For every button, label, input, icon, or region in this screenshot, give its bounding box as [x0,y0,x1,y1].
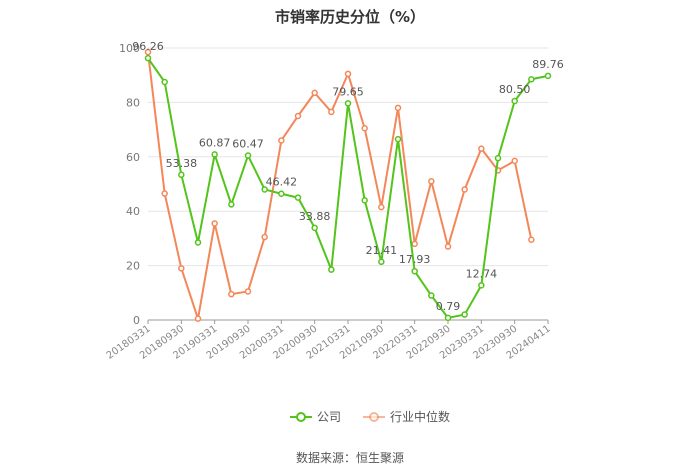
data-point [211,220,218,227]
data-point [411,240,418,248]
data-point [344,100,352,107]
y-tick-label: 100 [119,42,140,55]
data-point [361,197,368,204]
data-point [244,288,252,295]
data-point [478,282,485,289]
data-label: 60.47 [232,138,264,151]
y-tick-label: 20 [126,260,140,273]
data-point [394,104,402,112]
y-tick-label: 80 [126,96,140,109]
data-point [528,76,535,83]
data-point [161,190,168,197]
legend-marker [296,412,306,422]
data-point [211,151,218,158]
data-label: 33.88 [299,210,331,223]
legend-marker [369,412,379,422]
data-point [194,315,202,322]
data-point [511,157,518,165]
data-label: 17.93 [399,253,431,266]
data-point [294,112,302,120]
data-point [528,236,535,244]
data-label: 96.26 [132,40,164,53]
series-line [147,51,533,320]
data-point [344,70,352,78]
data-point [261,233,268,241]
data-point [511,97,518,105]
data-label: 12.74 [466,267,498,280]
data-point [378,203,385,211]
y-tick-label: 0 [133,314,140,327]
y-tick-label: 40 [126,205,140,218]
data-label: 46.42 [266,176,298,189]
data-point [228,201,235,208]
data-point [478,145,485,152]
chart-title: 市销率历史分位（%） [274,8,426,26]
chart-source: 数据来源：恒生聚源 [295,451,404,465]
data-point [544,72,552,80]
legend-label: 行业中位数 [390,409,450,424]
data-point [311,89,318,97]
data-point [444,243,452,250]
data-point [278,137,285,144]
data-label: 21.41 [366,244,398,257]
data-point [461,311,468,318]
data-point [311,224,318,232]
data-point [461,186,468,193]
data-point [261,186,268,193]
data-point [194,239,202,246]
data-point [494,154,502,162]
data-point [294,194,302,201]
data-point [178,265,185,272]
data-label: 89.76 [532,58,564,71]
data-label: 0.79 [436,300,461,313]
data-point [144,48,152,56]
data-point [161,78,168,86]
data-point [444,314,452,322]
data-point [428,178,435,185]
data-point [144,54,152,62]
data-point [278,190,285,197]
data-label: 79.65 [332,85,364,98]
data-point [361,124,368,132]
data-point [228,290,235,298]
data-label: 60.87 [199,136,231,149]
data-point [428,292,435,299]
data-point [394,135,402,143]
data-point [328,108,335,116]
legend-label: 公司 [317,410,341,424]
data-point [411,267,418,275]
data-point [328,266,335,273]
data-point [178,171,185,179]
data-label: 53.38 [166,157,198,170]
data-point [378,258,385,266]
data-label: 80.50 [499,83,531,96]
y-tick-label: 60 [126,151,140,164]
data-point [244,152,252,159]
